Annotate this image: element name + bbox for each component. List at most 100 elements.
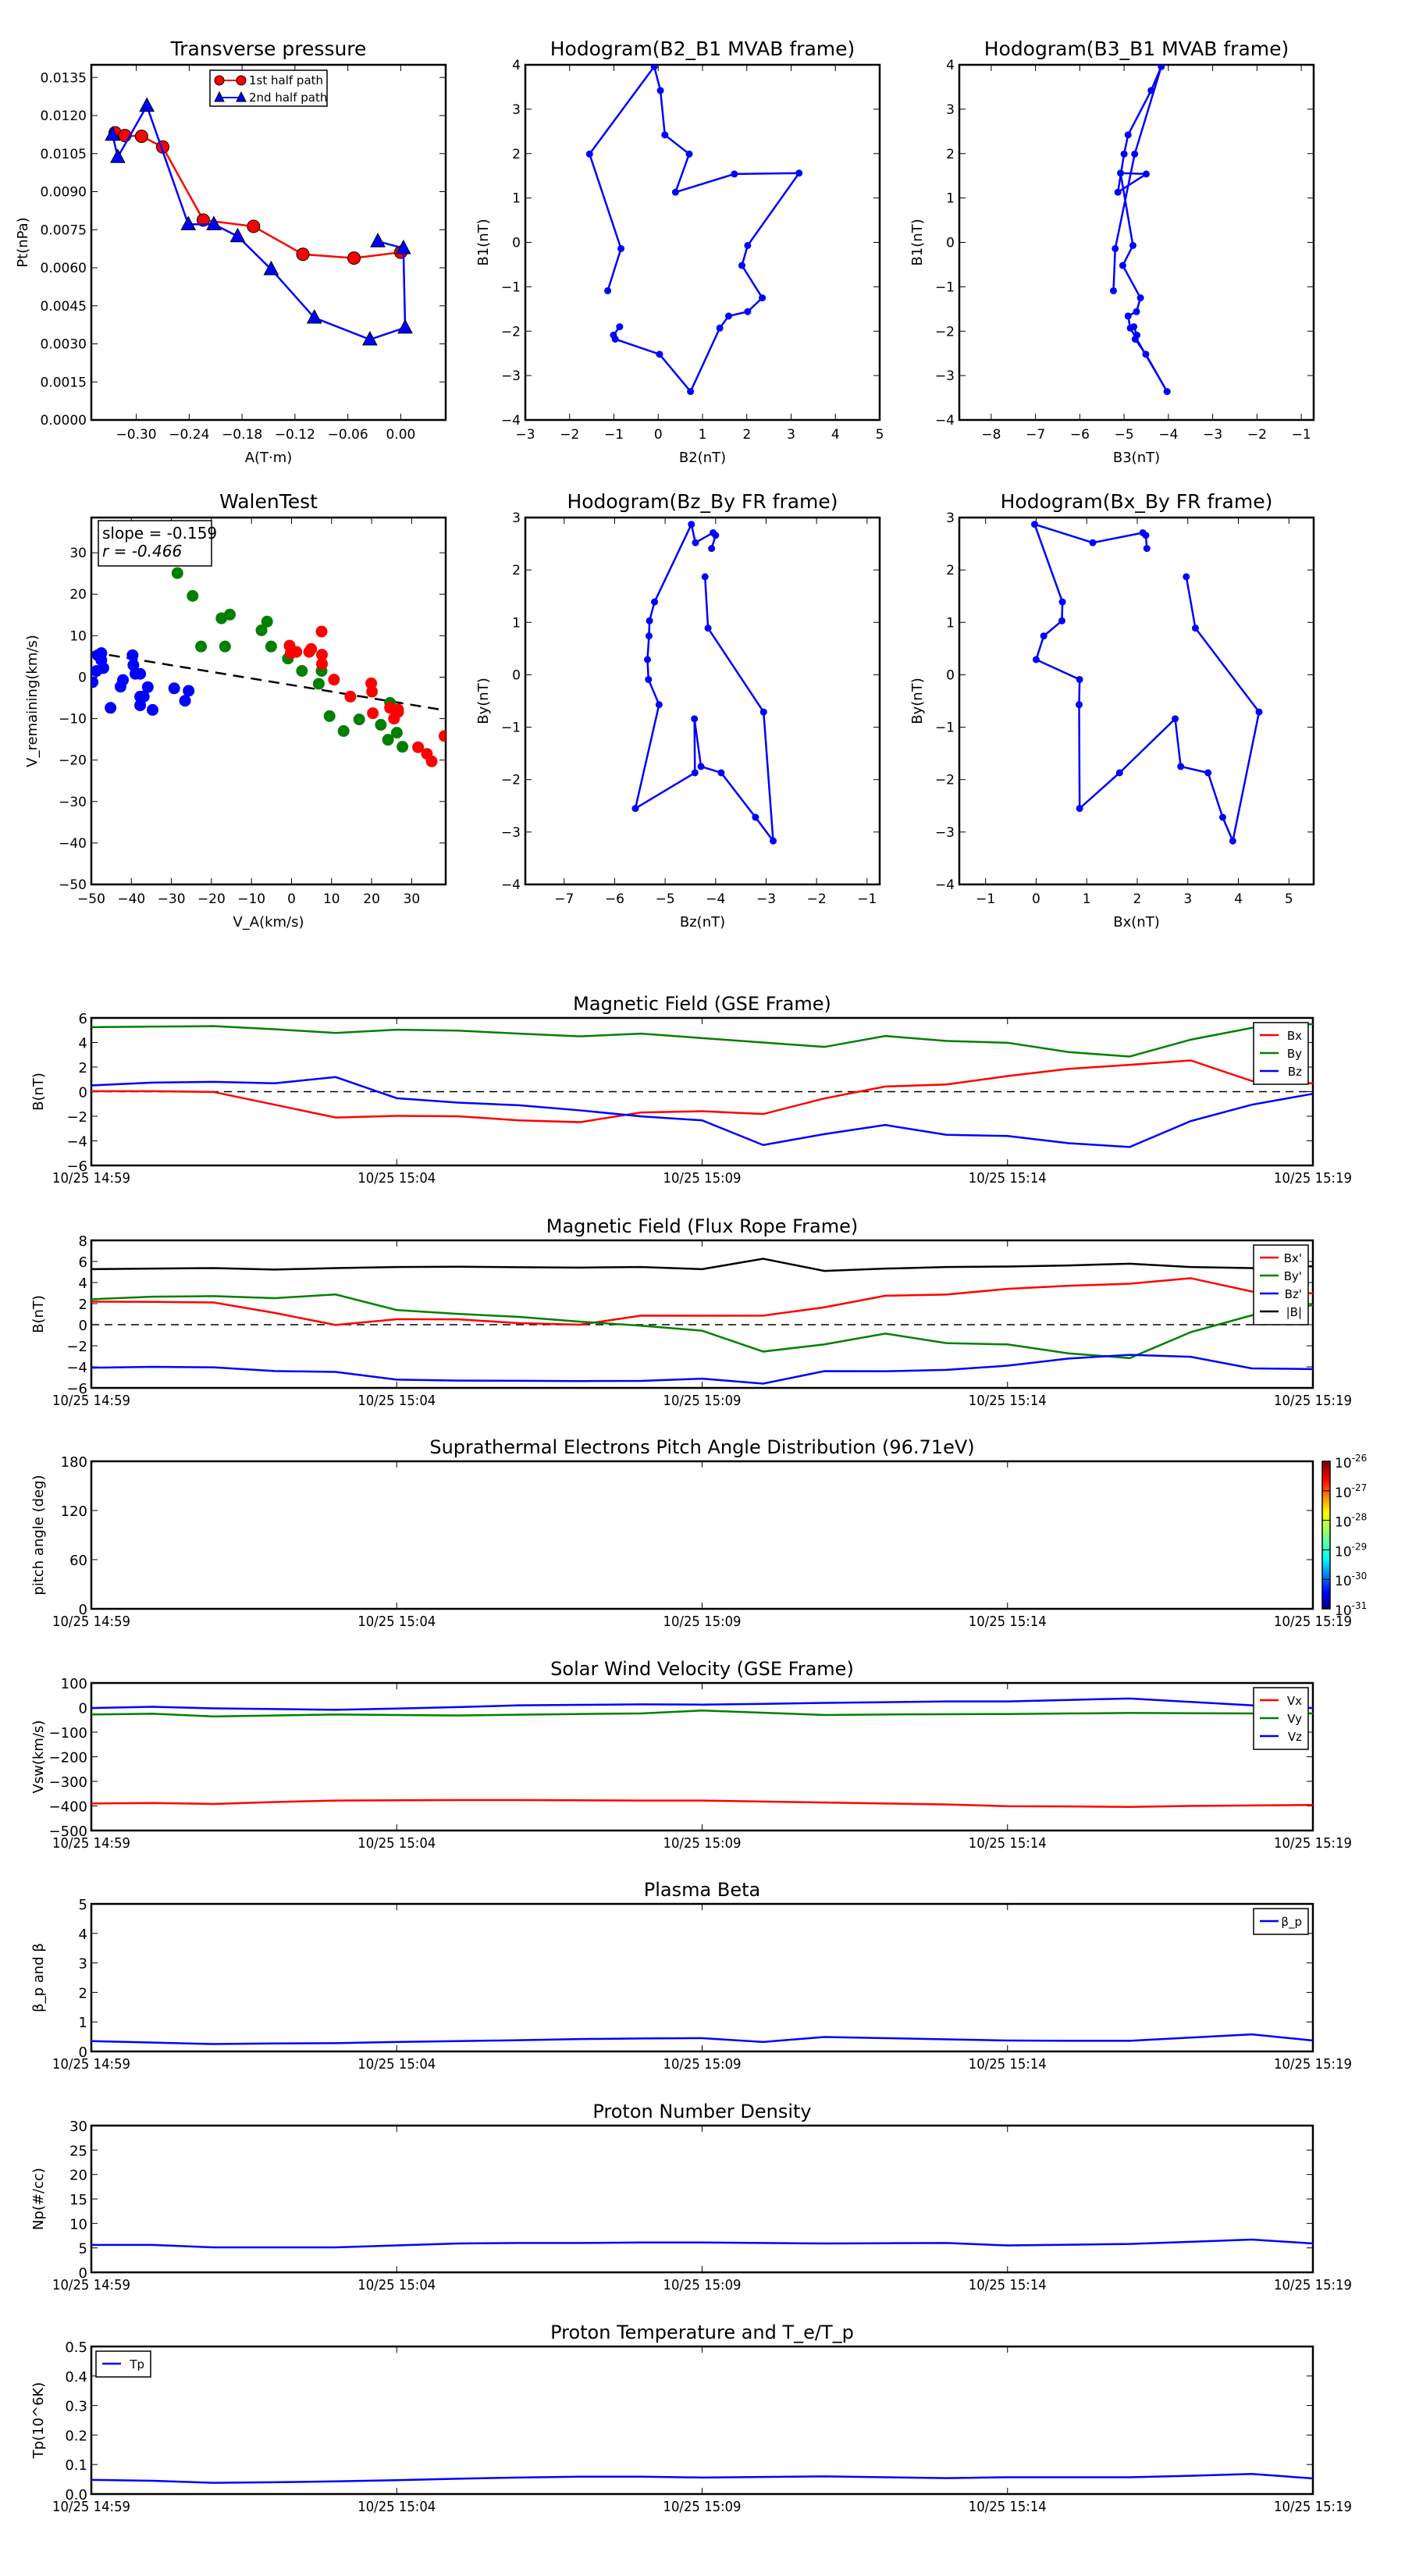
chart-title: Proton Temperature and T_e/T_p <box>550 2322 854 2343</box>
y-tick-label: 20 <box>69 2168 87 2184</box>
axes-frame <box>90 2124 1314 2274</box>
data-point <box>655 701 663 709</box>
data-point <box>290 646 303 658</box>
chart-hodo-b3b1: Hodogram(B3_B1 MVAB frame) −8 −7 −6 −5 −4 −3 −2… <box>909 37 1315 466</box>
axes-frame <box>524 63 881 422</box>
x-tick-label: −1 <box>976 891 995 907</box>
data-point <box>656 87 664 94</box>
x-tick-label: 10/25 15:14 <box>969 2499 1047 2515</box>
data-point <box>1114 188 1122 196</box>
chart-hodo-b2b1: Hodogram(B2_B1 MVAB frame) −3 −2 −1 0 1 2 3 4 5 −4… <box>475 37 884 466</box>
data-point <box>263 260 279 276</box>
data-point <box>656 350 663 358</box>
x-tick-label: 5 <box>876 427 884 443</box>
colorbar <box>1321 1461 1331 1610</box>
data-point <box>1030 521 1038 528</box>
plot-area <box>91 567 446 767</box>
data-point <box>770 837 777 845</box>
y-tick-label: 180 <box>61 1454 87 1471</box>
data-point <box>315 625 328 638</box>
series-line-bx <box>91 1059 1314 1123</box>
legend: β_p <box>1253 1908 1309 1935</box>
x-tick-label: 10/25 14:59 <box>52 1835 130 1852</box>
data-point <box>146 703 158 716</box>
y-axis-label: By(nT) <box>909 678 926 724</box>
series-line-by <box>91 1023 1314 1058</box>
x-tick-label: 10/25 15:04 <box>357 2277 436 2293</box>
y-tick-label: 2 <box>512 147 521 162</box>
axes-frame <box>90 1902 1314 2053</box>
data-point <box>724 312 732 320</box>
data-point <box>685 150 693 158</box>
y-tick-label: 0 <box>512 667 521 683</box>
x-tick-label: 10/25 14:59 <box>52 2277 130 2293</box>
y-tick-label: 1 <box>946 191 955 207</box>
chart-title: Solar Wind Velocity (GSE Frame) <box>550 1658 854 1680</box>
data-point <box>692 539 699 546</box>
x-tick-label: 10/25 14:59 <box>52 1170 130 1187</box>
y-tick-label: −400 <box>49 1799 87 1816</box>
legend-marker <box>236 75 247 86</box>
x-tick-label: 20 <box>363 891 380 907</box>
y-tick-label: 0 <box>78 670 87 685</box>
correlation-text: r = -0.466 <box>102 542 182 560</box>
y-tick-label: −3 <box>501 368 521 384</box>
y-tick-label: −2 <box>501 324 521 340</box>
y-tick-label: 0 <box>79 2044 87 2061</box>
data-point <box>1229 837 1236 845</box>
y-axis-label: B1(nT) <box>475 219 492 265</box>
x-tick-label: 10/25 15:19 <box>1274 1170 1352 1187</box>
y-tick-label: −4 <box>501 413 521 429</box>
data-point <box>1109 286 1117 294</box>
data-point <box>731 170 738 178</box>
y-axis-label: β_p and β <box>30 1943 47 2012</box>
data-point <box>126 649 139 661</box>
y-tick-label: 1 <box>512 191 521 207</box>
y-tick-label: 0.0075 <box>41 222 87 238</box>
data-point <box>117 674 130 686</box>
data-point <box>382 734 394 746</box>
data-point <box>1142 170 1150 178</box>
x-tick-label: 10/25 15:14 <box>969 1835 1047 1852</box>
x-tick-label: −10 <box>237 891 265 907</box>
x-tick-label: 10/25 15:09 <box>663 2277 742 2293</box>
y-tick-label: 0 <box>79 1085 87 1101</box>
data-point <box>759 708 767 716</box>
x-tick-label: 10/25 15:09 <box>663 1393 742 1409</box>
y-tick-label: 2 <box>79 1297 87 1313</box>
y-tick-label: 0 <box>512 236 521 251</box>
data-point <box>1119 262 1126 269</box>
data-point <box>328 674 340 686</box>
x-tick-label: 30 <box>404 891 421 907</box>
data-point <box>296 247 310 262</box>
chart-title: Proton Number Density <box>592 2101 811 2122</box>
y-tick-label: 1 <box>79 2015 87 2031</box>
x-tick-label: −20 <box>197 891 226 907</box>
chart-beta: Plasma Beta 10/25 14:59 10/25 15:04 10/25 1… <box>30 1879 1352 2073</box>
y-tick-label: 4 <box>512 58 521 73</box>
data-point <box>187 589 199 602</box>
x-tick-label: −1 <box>1292 427 1311 443</box>
y-tick-label: 120 <box>61 1503 87 1520</box>
data-point <box>1089 539 1097 546</box>
y-tick-label: 0.0120 <box>41 109 87 124</box>
y-tick-label: −6 <box>66 1158 87 1175</box>
y-tick-label: −3 <box>935 825 955 841</box>
data-point <box>195 640 208 653</box>
x-tick-label: 10/25 14:59 <box>52 2499 130 2515</box>
y-tick-label: 8 <box>79 1233 87 1250</box>
y-tick-label: 0.0030 <box>41 337 87 353</box>
legend-label: Bz' <box>1285 1287 1302 1301</box>
data-point <box>261 615 273 628</box>
y-tick-label: 0.3 <box>65 2399 87 2415</box>
data-point <box>1131 150 1139 158</box>
data-point <box>1076 805 1083 813</box>
data-point <box>425 755 438 767</box>
x-tick-label: −2 <box>560 427 579 443</box>
y-tick-label: 100 <box>61 1676 87 1692</box>
chart-title: Transverse pressure <box>170 37 367 60</box>
y-axis-label: Pt(nPa) <box>15 217 31 267</box>
x-tick-label: −4 <box>1158 427 1178 443</box>
chart-b-gse: Magnetic Field (GSE Frame) 10/25 14:59 10/… <box>30 993 1352 1187</box>
data-point <box>744 241 752 249</box>
